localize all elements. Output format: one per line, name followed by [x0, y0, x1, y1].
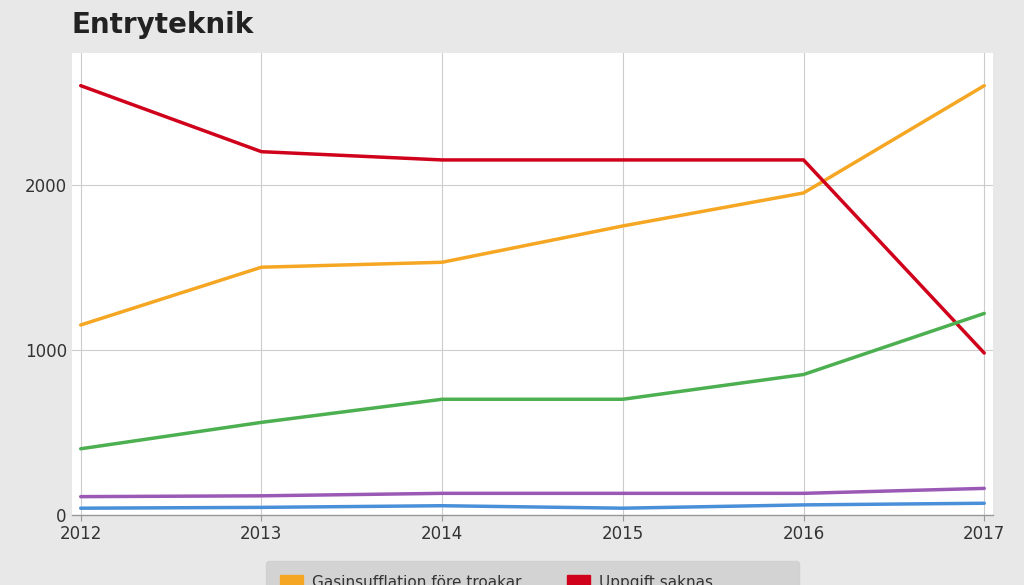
Legend: Gasinsufflation före troakar, Annan troakarinsättning, Troakar insättes blint ut: Gasinsufflation före troakar, Annan troa… — [266, 561, 799, 585]
Text: Entryteknik: Entryteknik — [72, 11, 254, 39]
